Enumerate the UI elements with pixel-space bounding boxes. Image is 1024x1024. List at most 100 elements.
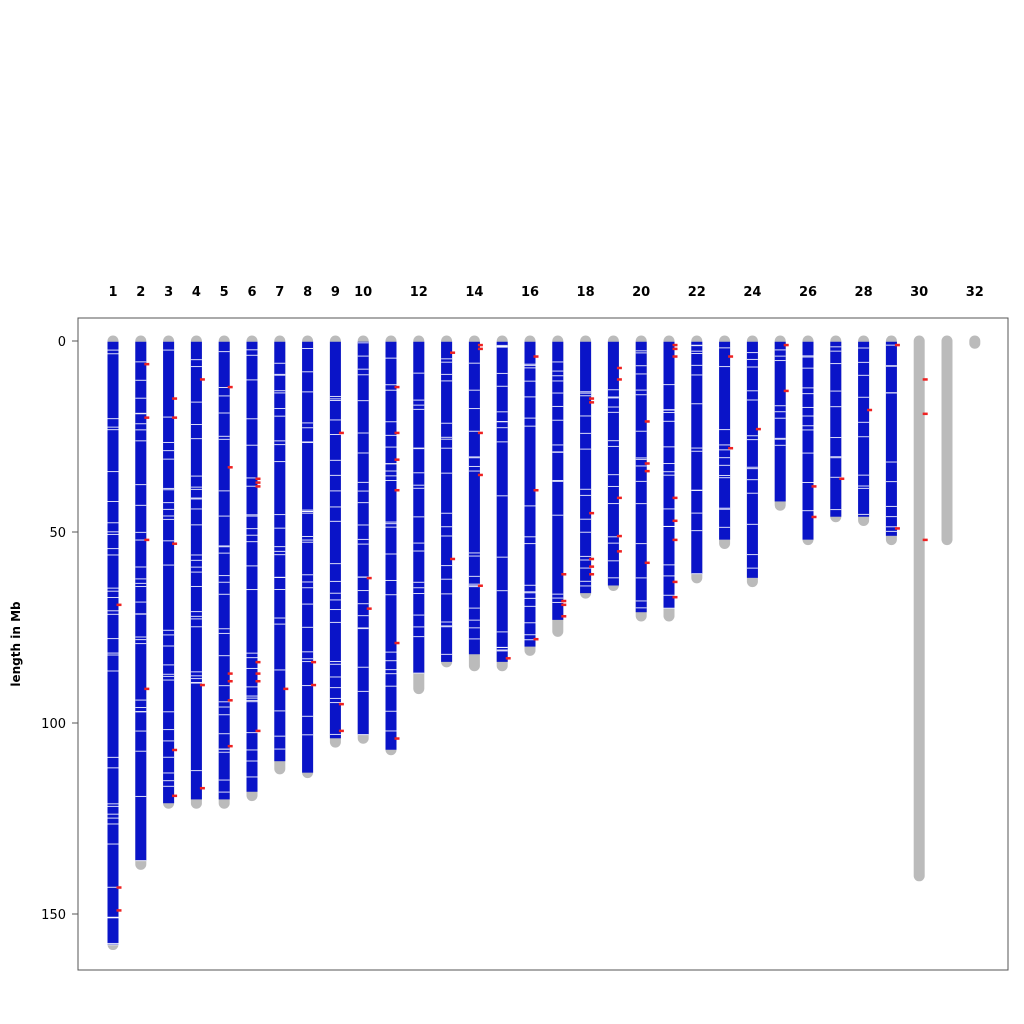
gap-band — [274, 362, 286, 364]
gap-band — [385, 470, 397, 472]
gap-band — [496, 411, 508, 413]
gap-band — [441, 380, 453, 382]
marker — [589, 565, 595, 568]
gap-band — [858, 487, 870, 489]
gap-band — [607, 389, 619, 391]
gap-band — [524, 505, 536, 507]
gap-band — [135, 423, 147, 425]
gap-band — [274, 461, 286, 463]
gap-band — [552, 601, 564, 603]
coverage-span — [107, 341, 119, 945]
marker — [755, 427, 761, 431]
gap-band — [357, 543, 369, 545]
gap-band — [552, 444, 564, 446]
marker — [255, 729, 261, 733]
gap-band — [218, 751, 230, 753]
gap-band — [274, 623, 286, 625]
gap-band — [719, 464, 731, 466]
gap-band — [441, 626, 453, 628]
gap-band — [107, 596, 119, 598]
gap-band — [885, 344, 897, 346]
chromosome-4 — [190, 335, 205, 809]
gap-band — [719, 526, 731, 528]
gap-band — [246, 418, 258, 420]
gap-band — [190, 524, 202, 526]
gap-band — [496, 495, 508, 497]
gap-band — [163, 645, 175, 647]
marker — [672, 355, 678, 358]
gap-band — [635, 577, 647, 579]
gap-band — [468, 456, 480, 458]
gap-band — [746, 439, 758, 441]
gap-band — [274, 617, 286, 619]
marker — [644, 420, 650, 423]
x-tick-label: 12 — [410, 285, 428, 300]
gap-band — [246, 485, 258, 487]
chromosome-29 — [885, 335, 900, 546]
gap-band — [246, 695, 258, 697]
gap-band — [246, 697, 258, 699]
gap-band — [441, 438, 453, 440]
gap-band — [663, 463, 675, 465]
gap-band — [190, 571, 202, 573]
gap-band — [357, 342, 369, 344]
gap-band — [163, 740, 175, 742]
gap-band — [635, 430, 647, 432]
x-tick-label: 9 — [331, 285, 340, 300]
marker — [644, 462, 650, 465]
x-axis-labels: 1 2 3 4 5 6 7 8 9 10 12 14 16 18 20 22 24 26 28 30 32 — [108, 285, 983, 300]
gap-band — [441, 436, 453, 438]
gap-band — [858, 347, 870, 349]
gap-band — [719, 347, 731, 349]
gap-band — [746, 468, 758, 470]
gap-band — [413, 447, 425, 449]
gap-band — [552, 479, 564, 481]
y-tick-label: 150 — [41, 908, 66, 923]
gap-band — [607, 560, 619, 562]
gap-band — [524, 380, 536, 382]
gap-band — [135, 531, 147, 533]
coverage-span — [635, 341, 647, 613]
gap-band — [246, 749, 258, 751]
gap-band — [274, 444, 286, 446]
gap-band — [135, 699, 147, 701]
gap-band — [635, 607, 647, 609]
marker — [116, 909, 122, 912]
gap-band — [580, 580, 592, 582]
gap-band — [135, 585, 147, 587]
x-tick-label: 24 — [743, 285, 761, 300]
gap-band — [302, 511, 314, 513]
gap-band — [413, 472, 425, 474]
gap-band — [413, 448, 425, 450]
gap-band — [107, 426, 119, 428]
chromosome-30 — [913, 335, 928, 882]
gap-band — [274, 408, 286, 410]
gap-band — [190, 681, 202, 683]
marker — [394, 458, 400, 461]
gap-band — [302, 535, 314, 537]
gap-band — [524, 536, 536, 538]
gap-band — [663, 446, 675, 448]
gap-band — [218, 387, 230, 389]
gap-band — [302, 626, 314, 628]
gap-band — [385, 446, 397, 448]
gap-band — [274, 735, 286, 737]
x-tick-label: 1 — [108, 285, 117, 300]
gap-band — [190, 475, 202, 477]
gap-band — [302, 442, 314, 444]
marker — [255, 477, 261, 481]
gap-band — [413, 626, 425, 628]
gap-band — [246, 657, 258, 659]
gap-band — [190, 359, 202, 361]
marker — [255, 481, 261, 484]
gap-band — [552, 480, 564, 482]
gap-band — [580, 488, 592, 490]
gap-band — [107, 418, 119, 420]
marker — [394, 385, 400, 389]
gap-band — [441, 578, 453, 580]
marker — [589, 557, 595, 561]
marker — [561, 599, 567, 603]
gap-band — [218, 395, 230, 397]
gap-band — [580, 395, 592, 397]
gap-band — [496, 649, 508, 651]
